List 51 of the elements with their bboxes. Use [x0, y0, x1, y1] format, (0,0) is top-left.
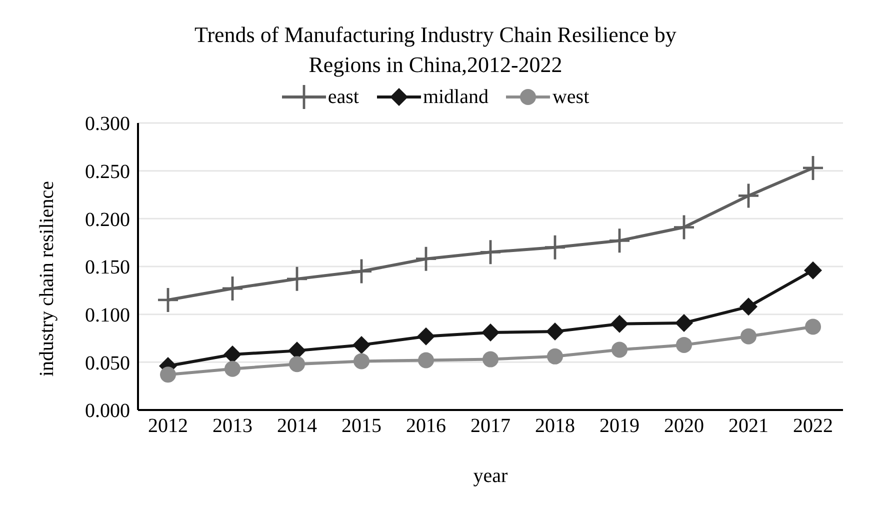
point [674, 215, 694, 240]
x-tick-label: 2018 [535, 415, 575, 438]
y-tick-label: 0.150 [85, 256, 130, 279]
x-tick-label: 2013 [212, 415, 252, 438]
y-tick-label: 0.250 [85, 160, 130, 183]
y-tick-label: 0.300 [85, 113, 130, 136]
legend-label: east [328, 86, 359, 108]
x-tick-label: 2022 [793, 415, 833, 438]
y-tick-label: 0.100 [85, 304, 130, 326]
point [740, 298, 758, 316]
point [480, 240, 500, 264]
legend-label: midland [422, 86, 488, 108]
x-tick-label: 2019 [600, 415, 640, 438]
point [417, 327, 435, 346]
point [224, 360, 240, 377]
point [482, 324, 500, 342]
point [805, 318, 821, 335]
point [547, 348, 563, 364]
chart-title: Trends of Manufacturing Industry Chain Resilience by Regions in China,2012-2022 [194, 21, 678, 79]
x-tick-label: 2021 [728, 415, 768, 438]
x-tick-label: 2020 [664, 415, 704, 438]
point [160, 366, 176, 383]
point [738, 184, 758, 208]
point [352, 336, 370, 354]
point [354, 353, 370, 370]
point [610, 228, 630, 253]
x-axis-title: year [473, 465, 508, 487]
x-tick-label: 2015 [342, 415, 382, 438]
point [352, 259, 372, 284]
x-tick-label: 2014 [277, 415, 317, 438]
point [610, 314, 628, 333]
x-tick-label: 2017 [470, 415, 510, 438]
legend-label: west [552, 86, 590, 108]
point [675, 314, 693, 332]
point [676, 336, 692, 353]
point [804, 261, 822, 280]
point [418, 352, 434, 368]
y-tick-label: 0.200 [85, 208, 130, 231]
point [287, 266, 307, 291]
point [289, 356, 305, 372]
y-axis-title: industry chain resilience [36, 180, 58, 376]
y-tick-label: 0.000 [85, 400, 130, 422]
x-tick-label: 2016 [406, 415, 446, 438]
y-tick-label: 0.050 [85, 352, 130, 374]
point [612, 342, 628, 358]
point [416, 246, 436, 271]
point [482, 351, 498, 368]
point [545, 235, 565, 260]
x-tick-label: 2012 [148, 415, 188, 438]
point [740, 328, 756, 344]
point [546, 322, 564, 341]
